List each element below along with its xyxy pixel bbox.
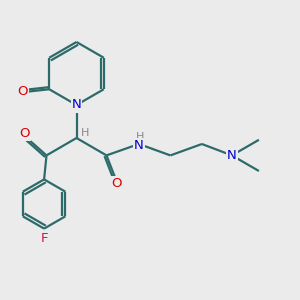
Text: O: O xyxy=(111,177,122,190)
Text: N: N xyxy=(134,139,144,152)
Text: H: H xyxy=(136,131,145,142)
Text: N: N xyxy=(72,98,81,112)
Text: O: O xyxy=(17,85,28,98)
Text: H: H xyxy=(81,128,89,139)
Text: N: N xyxy=(227,149,237,162)
Text: O: O xyxy=(19,127,29,140)
Text: F: F xyxy=(40,232,48,245)
